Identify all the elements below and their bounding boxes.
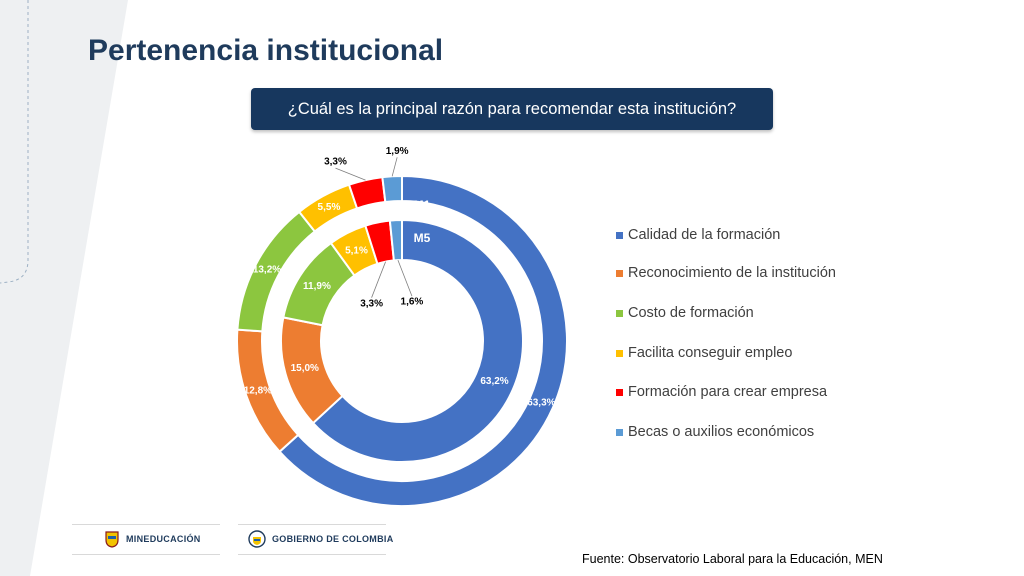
donut-slice-m5-0 [311, 218, 524, 463]
data-label-m5-1: 15,0% [291, 363, 319, 374]
footer-divider-left-top [72, 524, 220, 525]
footer-divider-right-top [238, 524, 386, 525]
data-label-m1-1: 12,8% [244, 385, 272, 396]
mineducacion-logo: MINEDUCACIÓN [104, 529, 201, 549]
legend-item: Facilita conseguir empleo [616, 344, 836, 362]
legend-swatch [616, 389, 623, 396]
colombia-emblem-icon [248, 530, 266, 548]
slide-title: Pertenencia institucional [88, 34, 444, 67]
legend-item: Becas o auxilios económicos [616, 423, 836, 441]
ring-label-m5: M5 [414, 231, 431, 245]
donut-chart: 63,3% 12,8% 13,2% 5,5% 3,3% 1,9% M1 63,2% 15,0% 1… [236, 146, 568, 507]
footer-divider-left-bottom [72, 554, 220, 555]
label-leader-m1-5 [391, 157, 398, 177]
legend-item: Reconocimiento de la institución [616, 264, 836, 282]
data-label-m5-3: 5,1% [345, 245, 368, 256]
legend-label: Becas o auxilios económicos [628, 424, 815, 440]
data-label-m1-5: 1,9% [386, 146, 409, 157]
legend-label: Facilita conseguir empleo [628, 345, 793, 361]
ring-label-m1: M1 [414, 198, 431, 212]
legend-swatch [616, 350, 623, 357]
legend-swatch [616, 270, 623, 277]
footer-divider-right-bottom [238, 554, 386, 555]
data-label-m5-5: 1,6% [401, 297, 424, 308]
legend-swatch [616, 429, 623, 436]
gobierno-colombia-logo-text: GOBIERNO DE COLOMBIA [272, 534, 394, 544]
legend-swatch [616, 310, 623, 317]
data-label-m1-2: 13,2% [253, 265, 281, 276]
question-banner: ¿Cuál es la principal razón para recomen… [251, 88, 773, 130]
legend-item: Costo de formación [616, 304, 836, 322]
data-label-m5-2: 11,9% [303, 281, 331, 292]
legend-label: Calidad de la formación [628, 227, 781, 243]
legend-item: Calidad de la formación [616, 226, 836, 244]
legend-item: Formación para crear empresa [616, 383, 836, 401]
data-label-m5-4: 3,3% [360, 298, 383, 309]
mineducacion-logo-text: MINEDUCACIÓN [126, 534, 201, 544]
donut-slice-m1-0 [278, 174, 568, 507]
legend-label: Costo de formación [628, 305, 754, 321]
label-leader-m5-5 [397, 259, 413, 297]
coat-of-arms-icon [105, 531, 119, 548]
data-label-m1-4: 3,3% [324, 157, 347, 168]
data-label-m1-3: 5,5% [318, 202, 341, 213]
data-source-note: Fuente: Observatorio Laboral para la Edu… [582, 552, 883, 566]
label-leader-m5-4 [371, 261, 386, 298]
label-leader-m1-4 [335, 167, 366, 181]
data-label-m1-0: 63,3% [527, 398, 555, 409]
gobierno-colombia-logo: GOBIERNO DE COLOMBIA [248, 529, 394, 549]
legend-label: Formación para crear empresa [628, 384, 828, 400]
donut-slice-m1-5 [381, 174, 403, 204]
donut-slice-m5-5 [388, 218, 403, 262]
data-label-m5-0: 63,2% [480, 376, 508, 387]
legend-label: Reconocimiento de la institución [628, 265, 836, 281]
legend-swatch [616, 232, 623, 239]
donut-slice-m1-4 [347, 176, 387, 210]
